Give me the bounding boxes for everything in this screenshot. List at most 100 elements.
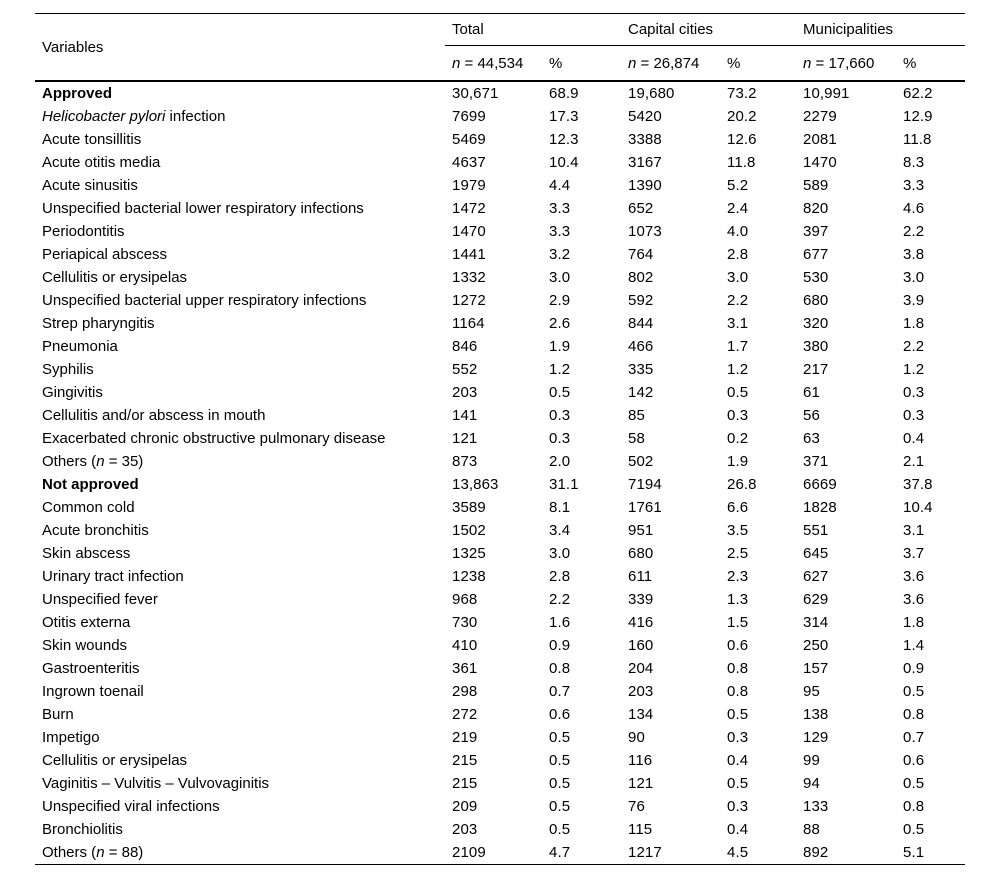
cell-total-n: 1979 bbox=[452, 177, 486, 194]
cell-capital-pct: 0.8 bbox=[727, 660, 749, 677]
cell-total-pct: 0.5 bbox=[549, 821, 571, 838]
cell-total-pct: 0.5 bbox=[549, 752, 571, 769]
cell-municipalities-n: 677 bbox=[803, 246, 829, 263]
cell-capital-n: 90 bbox=[628, 729, 645, 746]
cell-capital-pct: 73.2 bbox=[727, 85, 757, 102]
cell-capital-pct: 1.3 bbox=[727, 591, 749, 608]
cell-municipalities-pct: 37.8 bbox=[903, 476, 933, 493]
cell-total-n: 2109 bbox=[452, 844, 486, 861]
cell-total-n: 873 bbox=[452, 453, 478, 470]
cell-municipalities-n: 63 bbox=[803, 430, 820, 447]
cell-municipalities-pct: 12.9 bbox=[903, 108, 933, 125]
cell-total-pct: 3.2 bbox=[549, 246, 571, 263]
cell-capital-pct: 3.5 bbox=[727, 522, 749, 539]
cell-municipalities-pct: 1.8 bbox=[903, 315, 925, 332]
cell-total-n: 215 bbox=[452, 775, 478, 792]
cell-municipalities-pct: 0.5 bbox=[903, 821, 925, 838]
row-label: Skin abscess bbox=[42, 545, 131, 562]
cell-municipalities-n: 2279 bbox=[803, 108, 837, 125]
cell-total-pct: 2.2 bbox=[549, 591, 571, 608]
row-label: Ingrown toenail bbox=[42, 683, 144, 700]
cell-capital-n: 802 bbox=[628, 269, 654, 286]
cell-total-pct: 0.3 bbox=[549, 407, 571, 424]
cell-total-n: 968 bbox=[452, 591, 478, 608]
cell-municipalities-n: 530 bbox=[803, 269, 829, 286]
cell-capital-n: 1217 bbox=[628, 844, 662, 861]
cell-municipalities-n: 627 bbox=[803, 568, 829, 585]
row-label: Gingivitis bbox=[42, 384, 103, 401]
cell-total-n: 219 bbox=[452, 729, 478, 746]
table-row: Skin wounds 410 0.9 160 0.6 250 1.4 bbox=[35, 634, 965, 657]
cell-municipalities-pct: 1.2 bbox=[903, 361, 925, 378]
cell-total-n: 730 bbox=[452, 614, 478, 631]
cell-total-pct: 12.3 bbox=[549, 131, 579, 148]
cell-total-pct: 4.4 bbox=[549, 177, 571, 194]
cell-municipalities-n: 94 bbox=[803, 775, 820, 792]
cell-municipalities-pct: 0.8 bbox=[903, 798, 925, 815]
cell-municipalities-n: 589 bbox=[803, 177, 829, 194]
table-row: Gingivitis 203 0.5 142 0.5 61 0.3 bbox=[35, 381, 965, 404]
cell-capital-pct: 26.8 bbox=[727, 476, 757, 493]
table-row: Bronchiolitis 203 0.5 115 0.4 88 0.5 bbox=[35, 818, 965, 841]
row-label: Skin wounds bbox=[42, 637, 128, 654]
row-label: Bronchiolitis bbox=[42, 821, 123, 838]
table-row: Urinary tract infection 1238 2.8 611 2.3 627 3… bbox=[35, 565, 965, 588]
subheader-row: n = 44,534 % n = 26,874 % n = 17,660 % bbox=[35, 45, 966, 82]
cell-capital-n: 611 bbox=[628, 568, 653, 585]
row-label: Pneumonia bbox=[42, 338, 118, 355]
cell-capital-pct: 20.2 bbox=[727, 108, 757, 125]
cell-municipalities-pct: 3.6 bbox=[903, 568, 925, 585]
table-row: Unspecified viral infections 209 0.5 76 0.3 1… bbox=[35, 795, 965, 818]
cell-municipalities-n: 314 bbox=[803, 614, 829, 631]
cell-total-pct: 0.5 bbox=[549, 798, 571, 815]
cell-total-pct: 2.8 bbox=[549, 568, 571, 585]
cell-municipalities-n: 61 bbox=[803, 384, 820, 401]
cell-total-n: 1502 bbox=[452, 522, 486, 539]
cell-total-pct: 0.6 bbox=[549, 706, 571, 723]
row-label: Strep pharyngitis bbox=[42, 315, 155, 332]
cell-capital-n: 951 bbox=[628, 522, 654, 539]
row-label: Syphilis bbox=[42, 361, 94, 378]
row-label: Common cold bbox=[42, 499, 135, 516]
cell-capital-n: 76 bbox=[628, 798, 645, 815]
row-label: Periodontitis bbox=[42, 223, 125, 240]
cell-municipalities-pct: 3.8 bbox=[903, 246, 925, 263]
table-row: Helicobacter pylori infection 7699 17.3 542… bbox=[35, 105, 965, 128]
cell-capital-n: 19,680 bbox=[628, 85, 675, 102]
cell-capital-pct: 6.6 bbox=[727, 499, 749, 516]
cell-total-pct: 0.5 bbox=[549, 384, 571, 401]
cell-municipalities-n: 56 bbox=[803, 407, 820, 424]
column-header-total-n: n = 44,534 bbox=[445, 45, 542, 82]
row-label: Periapical abscess bbox=[42, 246, 168, 263]
cell-capital-pct: 2.3 bbox=[727, 568, 749, 585]
cell-capital-pct: 0.4 bbox=[727, 752, 749, 769]
cell-municipalities-pct: 10.4 bbox=[903, 499, 933, 516]
cell-municipalities-pct: 0.3 bbox=[903, 384, 925, 401]
table-row: Gastroenteritis 361 0.8 204 0.8 157 0.9 bbox=[35, 657, 965, 680]
table-row: Skin abscess 1325 3.0 680 2.5 645 3.7 bbox=[35, 542, 965, 565]
cell-municipalities-n: 397 bbox=[803, 223, 829, 240]
cell-capital-n: 466 bbox=[628, 338, 654, 355]
cell-capital-n: 339 bbox=[628, 591, 654, 608]
row-label: Acute sinusitis bbox=[42, 177, 138, 194]
cell-total-pct: 2.6 bbox=[549, 315, 571, 332]
cell-capital-n: 1761 bbox=[628, 499, 662, 516]
cell-capital-n: 58 bbox=[628, 430, 645, 447]
table-row: Burn 272 0.6 134 0.5 138 0.8 bbox=[35, 703, 965, 726]
cell-total-n: 1470 bbox=[452, 223, 486, 240]
cell-capital-n: 115 bbox=[628, 821, 653, 838]
cell-capital-pct: 0.5 bbox=[727, 775, 749, 792]
cell-capital-pct: 11.8 bbox=[727, 154, 756, 171]
table-row: Strep pharyngitis 1164 2.6 844 3.1 320 1.8 bbox=[35, 312, 965, 335]
cell-total-pct: 2.9 bbox=[549, 292, 571, 309]
cell-capital-pct: 0.4 bbox=[727, 821, 749, 838]
cell-total-pct: 4.7 bbox=[549, 844, 571, 861]
cell-total-pct: 68.9 bbox=[549, 85, 579, 102]
cell-municipalities-pct: 0.6 bbox=[903, 752, 925, 769]
table-row: Impetigo 219 0.5 90 0.3 129 0.7 bbox=[35, 726, 965, 749]
cell-total-n: 1441 bbox=[452, 246, 486, 263]
cell-municipalities-pct: 2.2 bbox=[903, 338, 925, 355]
cell-total-pct: 3.3 bbox=[549, 200, 571, 217]
cell-municipalities-pct: 0.7 bbox=[903, 729, 925, 746]
